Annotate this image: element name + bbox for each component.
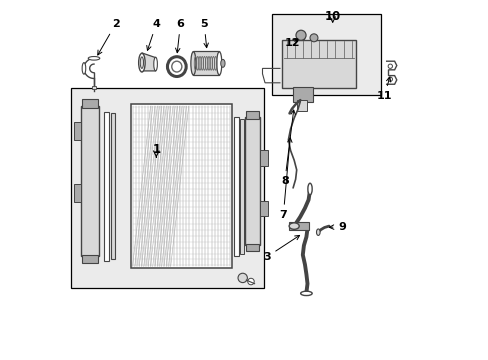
Bar [298, 35, 303, 40]
Bar [110, 113, 115, 259]
Ellipse shape [140, 57, 143, 68]
Ellipse shape [153, 57, 157, 71]
Bar [193, 51, 219, 75]
Ellipse shape [216, 52, 222, 75]
Ellipse shape [171, 61, 182, 72]
Bar [259, 201, 267, 216]
Text: 5: 5 [200, 19, 208, 48]
Text: 9: 9 [329, 222, 346, 232]
Ellipse shape [220, 59, 224, 67]
Bar [74, 184, 81, 202]
Bar [81, 99, 98, 108]
Ellipse shape [288, 223, 299, 229]
Text: 1: 1 [152, 143, 160, 156]
Circle shape [387, 77, 392, 81]
Text: 4: 4 [146, 19, 160, 50]
Text: 8: 8 [281, 110, 295, 186]
Polygon shape [142, 53, 155, 71]
Text: 7: 7 [279, 138, 291, 220]
Ellipse shape [82, 63, 85, 74]
Bar [74, 122, 81, 140]
Bar [104, 112, 109, 261]
Bar [131, 104, 231, 268]
Text: 11: 11 [376, 77, 391, 101]
Circle shape [247, 278, 254, 285]
Bar [282, 40, 355, 88]
Ellipse shape [139, 53, 145, 72]
Circle shape [295, 30, 305, 40]
Circle shape [309, 34, 317, 42]
Ellipse shape [88, 57, 100, 60]
Circle shape [387, 64, 392, 68]
Bar [81, 255, 98, 263]
Bar [289, 222, 309, 230]
Bar [271, 14, 381, 95]
Text: 12: 12 [284, 38, 300, 48]
Bar [246, 244, 258, 251]
Ellipse shape [190, 52, 196, 75]
Bar [244, 117, 259, 245]
Ellipse shape [307, 183, 311, 195]
Ellipse shape [300, 291, 311, 296]
Text: 10: 10 [324, 10, 340, 23]
Text: 2: 2 [98, 19, 119, 55]
Ellipse shape [316, 229, 320, 235]
Ellipse shape [167, 57, 186, 77]
Bar [71, 88, 263, 288]
Circle shape [238, 273, 247, 283]
Bar [92, 86, 96, 89]
Bar [234, 117, 239, 256]
Bar [246, 111, 258, 119]
Bar [292, 87, 312, 102]
Text: 3: 3 [263, 235, 299, 262]
Bar [297, 100, 307, 111]
Bar [81, 106, 99, 256]
Text: 6: 6 [175, 19, 184, 53]
Bar [259, 150, 267, 166]
Bar [239, 119, 244, 254]
